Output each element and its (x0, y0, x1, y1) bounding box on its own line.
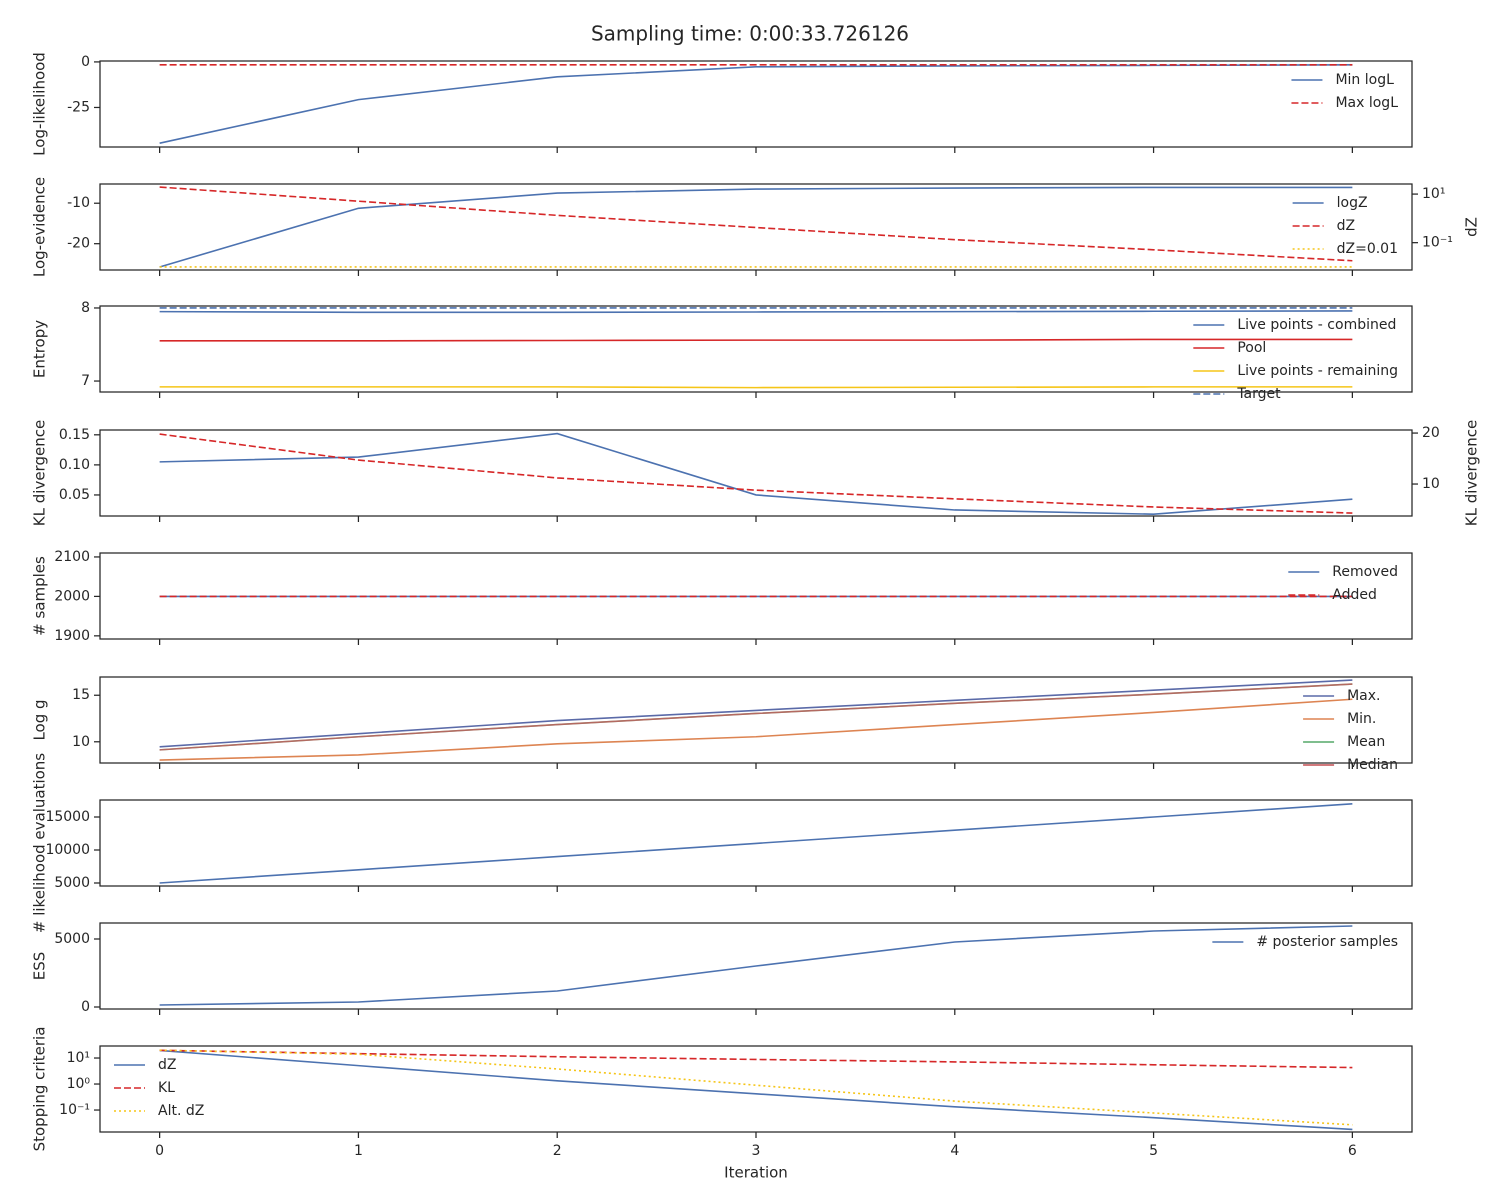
legend-label: Pool (1237, 340, 1266, 356)
y-tick-label: 10000 (45, 842, 90, 858)
series-line (159, 1049, 1353, 1069)
x-tick-label: 3 (752, 1143, 761, 1159)
legend-label: Median (1347, 757, 1398, 773)
y-tick-label: 10¹ (67, 1050, 90, 1066)
legend-label: Min. (1347, 711, 1376, 727)
y-tick-label: 0.10 (59, 457, 90, 473)
axes-frame (99, 552, 1413, 640)
y-tick-label: 2000 (54, 588, 90, 604)
legend-label: Alt. dZ (158, 1103, 204, 1119)
y2-axis-label: KL divergence (1463, 420, 1481, 526)
y-axis-label: Stopping criteria (31, 1027, 49, 1152)
series-line (159, 432, 1353, 515)
y-tick-label: 0 (81, 999, 90, 1015)
y-tick-label: 0.05 (59, 487, 90, 503)
figure-title: Sampling time: 0:00:33.726126 (591, 22, 909, 46)
series-line (159, 310, 1353, 314)
x-tick-label: 5 (1149, 1143, 1158, 1159)
y-axis-label: KL divergence (31, 420, 49, 526)
series-line (159, 925, 1353, 1006)
legend-label: dZ=0.01 (1337, 241, 1398, 257)
legend-label: dZ (1337, 218, 1355, 234)
legend-label: Removed (1332, 564, 1398, 580)
y-tick-label: 15 (72, 687, 90, 703)
y-tick-label: 15000 (45, 809, 90, 825)
series-line (159, 433, 1353, 514)
legend-label: KL (158, 1080, 175, 1096)
axes-frame (99, 60, 1413, 148)
y-tick-label: 5000 (54, 931, 90, 947)
series-line (159, 386, 1353, 389)
y-tick-label: 0 (81, 54, 90, 70)
y-tick-label: 10⁰ (67, 1076, 91, 1092)
y-tick-label: 10 (72, 734, 90, 750)
series-line (159, 698, 1353, 761)
x-tick-label: 1 (354, 1143, 363, 1159)
y-axis-label: Log g (31, 699, 49, 740)
y-tick-label: -10 (67, 195, 90, 211)
legend-label: Max. (1347, 688, 1380, 704)
x-axis-label: Iteration (724, 1164, 788, 1182)
axes-frame (99, 799, 1413, 887)
y-tick-label: 7 (81, 373, 90, 389)
x-tick-label: 2 (553, 1143, 562, 1159)
y-tick-label: -25 (67, 99, 90, 115)
y-tick-label: 5000 (54, 875, 90, 891)
axes-frame (99, 305, 1413, 393)
x-tick-label: 4 (950, 1143, 959, 1159)
series-line (159, 679, 1353, 748)
legend-label: Added (1332, 587, 1377, 603)
legend-label: Live points - combined (1237, 317, 1396, 333)
legend-label: Mean (1347, 734, 1385, 750)
series-line (159, 186, 1353, 268)
series-line (159, 338, 1353, 342)
y-axis-label: Entropy (31, 320, 49, 378)
series-line (159, 803, 1353, 884)
y-tick-label: -20 (67, 236, 90, 252)
y-tick-label: 0.15 (59, 427, 90, 443)
y-tick-label: 2100 (54, 549, 90, 565)
axes-frame (99, 429, 1413, 517)
series-line (159, 186, 1353, 262)
y-axis-label: ESS (31, 952, 49, 981)
y-axis-label: Log-evidence (31, 177, 49, 277)
legend-label: Min logL (1335, 72, 1394, 88)
axes-frame (99, 676, 1413, 764)
y2-tick-label: 10¹ (1422, 186, 1445, 202)
series-line (159, 683, 1353, 751)
series-line (159, 1049, 1353, 1131)
y2-tick-label: 20 (1422, 425, 1440, 441)
legend-label: dZ (158, 1057, 176, 1073)
x-tick-label: 0 (155, 1143, 164, 1159)
axes-frame (99, 922, 1413, 1010)
legend-label: Live points - remaining (1237, 363, 1398, 379)
y2-tick-label: 10⁻¹ (1422, 235, 1453, 251)
y2-tick-label: 10 (1422, 476, 1440, 492)
y-tick-label: 1900 (54, 628, 90, 644)
legend-label: Max logL (1335, 95, 1398, 111)
series-line (159, 1049, 1353, 1126)
axes-frame (99, 183, 1413, 271)
legend-label: logZ (1337, 195, 1368, 211)
y-axis-label: # samples (31, 556, 49, 636)
legend-label: # posterior samples (1256, 934, 1398, 950)
x-tick-label: 6 (1348, 1143, 1357, 1159)
legend-label: Target (1236, 386, 1281, 402)
y-tick-label: 8 (81, 300, 90, 316)
y2-axis-label: dZ (1463, 217, 1481, 237)
y-tick-label: 10⁻¹ (59, 1102, 90, 1118)
y-axis-label: Log-likelihood (31, 52, 49, 156)
y-axis-label: # likelihood evaluations (31, 753, 49, 933)
axes-frame (99, 1045, 1413, 1133)
